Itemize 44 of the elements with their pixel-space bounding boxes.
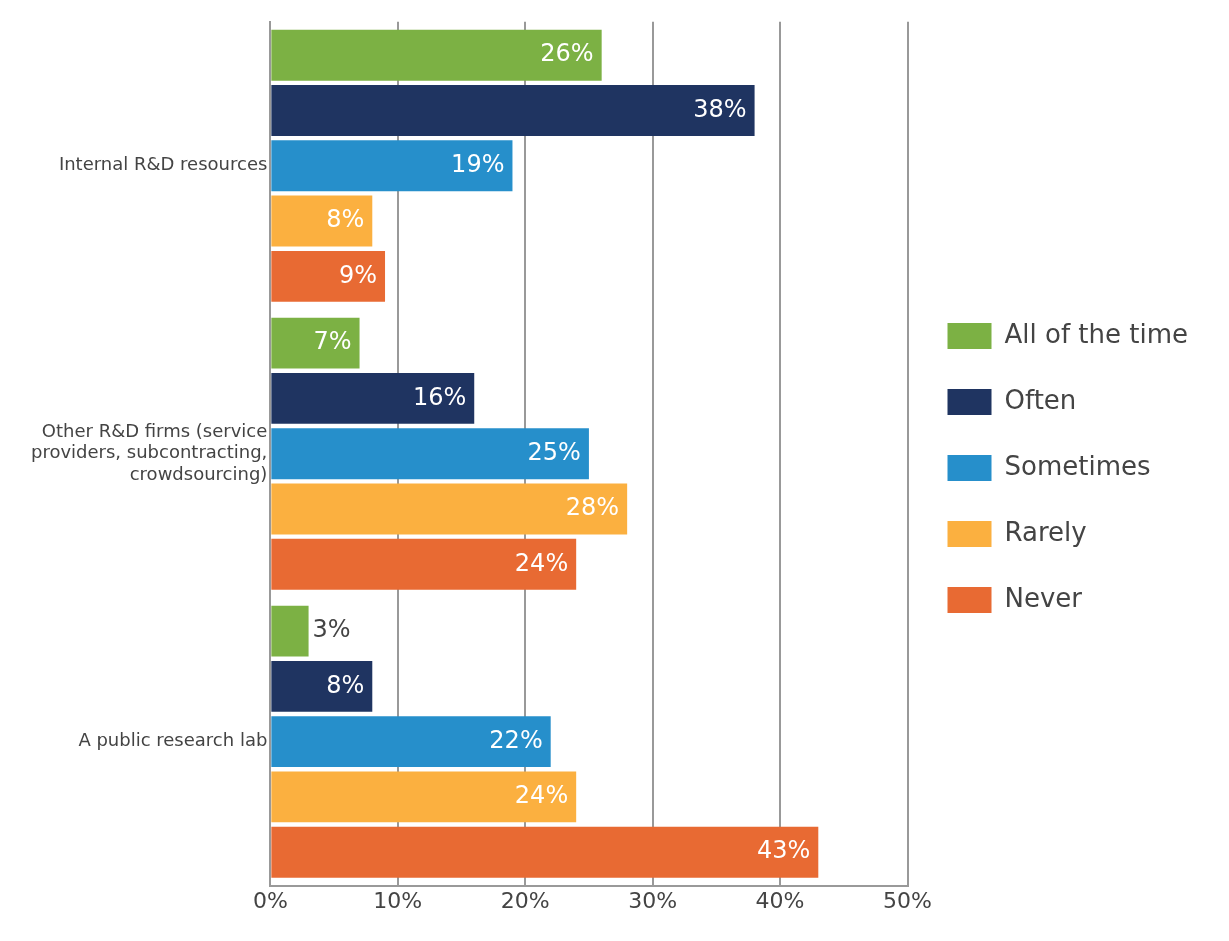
y-tick-label: A public research lab bbox=[78, 729, 268, 751]
data-label: 22% bbox=[489, 725, 543, 754]
x-tick-label: 20% bbox=[500, 887, 550, 913]
bar bbox=[271, 826, 819, 878]
bar bbox=[271, 29, 602, 81]
bar bbox=[271, 605, 309, 657]
legend-label: All of the time bbox=[1004, 318, 1188, 349]
x-tick-label: 50% bbox=[883, 887, 932, 913]
x-tick-label: 0% bbox=[252, 887, 288, 913]
legend-label: Sometimes bbox=[1004, 450, 1151, 481]
bar bbox=[271, 372, 475, 424]
legend-label: Rarely bbox=[1004, 516, 1087, 547]
x-tick-label: 10% bbox=[373, 887, 423, 913]
y-tick-label: Internal R&D resources bbox=[58, 153, 268, 175]
data-label: 19% bbox=[451, 150, 505, 178]
bar bbox=[271, 538, 577, 590]
data-label: 25% bbox=[527, 437, 581, 466]
data-label: 7% bbox=[313, 327, 352, 356]
legend-label: Often bbox=[1004, 384, 1077, 415]
bar bbox=[271, 85, 755, 136]
x-tick-label: 40% bbox=[755, 887, 805, 913]
legend-label: Never bbox=[1004, 582, 1083, 613]
data-label: 3% bbox=[312, 615, 351, 644]
data-label: 8% bbox=[326, 670, 365, 699]
bar bbox=[271, 140, 513, 192]
bar bbox=[271, 250, 386, 302]
bar bbox=[271, 771, 577, 823]
data-label: 26% bbox=[540, 39, 594, 68]
data-label: 28% bbox=[565, 493, 620, 522]
bar bbox=[271, 317, 360, 369]
data-label: 9% bbox=[338, 260, 378, 289]
bar bbox=[271, 483, 628, 535]
bar bbox=[271, 195, 373, 247]
data-label: 24% bbox=[514, 781, 569, 810]
y-tick-label: Other R&D firms (service providers, subcontracting, crowdsourcing) bbox=[30, 419, 268, 484]
data-label: 24% bbox=[514, 548, 569, 577]
data-label: 8% bbox=[326, 205, 365, 234]
bar bbox=[271, 660, 373, 712]
data-label: 16% bbox=[412, 382, 467, 411]
data-label: 43% bbox=[756, 836, 811, 865]
bar bbox=[271, 716, 551, 768]
bar bbox=[271, 428, 589, 480]
data-label: 38% bbox=[693, 94, 747, 123]
x-tick-label: 30% bbox=[628, 887, 678, 913]
